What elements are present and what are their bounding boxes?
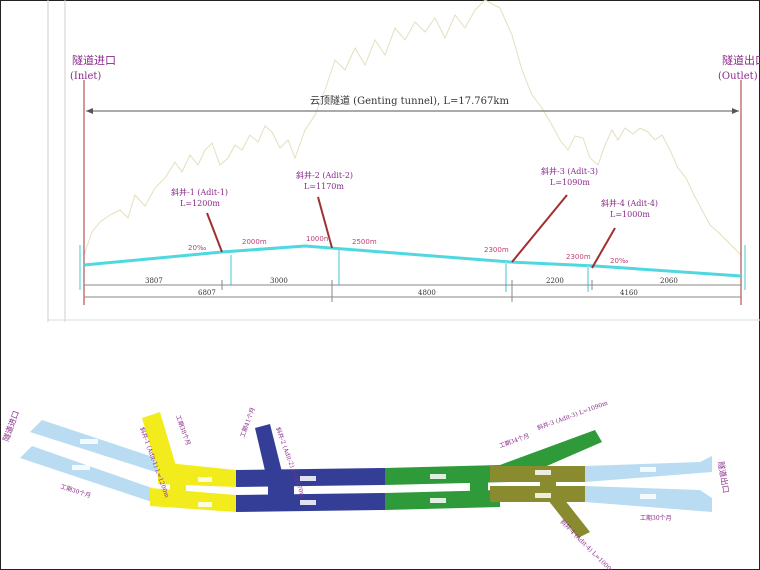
segment-marker	[535, 470, 551, 475]
dimension-value: 2060	[660, 277, 678, 285]
work-duration-label: 工期41个月	[238, 406, 256, 438]
slope-label: 1000m	[306, 235, 331, 243]
slope-label: 2500m	[352, 238, 377, 246]
arrow-left-icon	[86, 108, 93, 114]
green-cross-passage	[470, 478, 488, 500]
dimension-value: 2200	[546, 277, 564, 285]
adit-2-line	[317, 196, 333, 249]
ground-profile-line	[83, 0, 742, 256]
yellow-upper-bore	[158, 462, 236, 487]
segment-marker	[300, 476, 316, 481]
dimension-value: 4800	[418, 289, 436, 297]
work-duration-label: 工期38个月	[174, 414, 192, 446]
segment-marker	[430, 474, 446, 479]
adit-1-line	[206, 212, 223, 253]
dimension-value: 6807	[198, 289, 216, 297]
adit-4-name: 斜井-4 (Adit-4)	[601, 198, 658, 208]
adit-3-length: L=1090m	[550, 178, 590, 187]
dimension-value: 3000	[270, 277, 288, 285]
segment-marker	[640, 467, 656, 472]
work-duration-label: 工期34个月	[498, 432, 530, 450]
plan-section: 隧道进口 隧道出口 斜井-1 (Adit-1) L=1200m 斜井-2 (Ad…	[0, 399, 731, 570]
tunnel-profile-line	[83, 244, 742, 278]
plan-outlet-label: 隧道出口	[716, 461, 731, 494]
adit-1-plan	[142, 412, 176, 472]
segment-marker	[198, 502, 212, 507]
plan-adit-4-label: 斜井-4 (Adit-4) L=1000m	[559, 518, 618, 570]
green-upper-bore	[385, 430, 602, 485]
slope-label: 2300m	[566, 253, 591, 261]
adit-4-length: L=1000m	[610, 210, 650, 219]
adit-4-line	[591, 227, 616, 269]
segment-marker	[72, 465, 90, 470]
work-duration-label: 工期30个月	[59, 482, 92, 499]
slope-label: 20‰	[610, 257, 629, 265]
segment-marker	[640, 494, 656, 499]
segment-marker	[535, 493, 551, 498]
plan-adit-3-label: 斜井-3 (Adit-3) L=1090m	[536, 399, 609, 432]
inlet-label-cn: 隧道进口	[72, 53, 116, 67]
adit-1-length: L=1200m	[180, 199, 220, 208]
adit-1-name: 斜井-1 (Adit-1)	[171, 187, 228, 197]
yellow-cross-passage	[170, 470, 186, 500]
dimension-value: 3807	[145, 277, 163, 285]
tunnel-title: 云顶隧道 (Genting tunnel), L=17.767km	[310, 94, 509, 107]
segment-marker	[198, 477, 212, 482]
inlet-tunnel-lower	[20, 446, 152, 502]
segment-marker	[430, 498, 446, 503]
outlet-label-en: (Outlet)	[718, 71, 758, 82]
inlet-label-en: (Inlet)	[70, 71, 101, 82]
slope-label: 2300m	[484, 246, 509, 254]
navy-cross-passage	[268, 485, 294, 495]
olive-cross-passage	[540, 478, 556, 490]
plan-inlet-label: 隧道进口	[0, 409, 20, 442]
segment-markers	[72, 439, 656, 507]
adit-2-length: L=1170m	[304, 182, 344, 191]
slope-label: 20‰	[188, 244, 207, 252]
profile-section: 隧道进口 (Inlet) 隧道出口 (Outlet) 云顶隧道 (Genting…	[47, 0, 760, 322]
work-duration-label: 工期30个月	[640, 514, 672, 522]
dimension-value: 4160	[620, 289, 638, 297]
inlet-tunnel-upper	[30, 420, 168, 476]
adit-2-name: 斜井-2 (Adit-2)	[296, 170, 353, 180]
adit-2-plan	[255, 424, 282, 475]
outlet-label-cn: 隧道出口	[722, 53, 760, 67]
arrow-right-icon	[732, 108, 739, 114]
adit-4-plan	[548, 494, 590, 538]
adit-3-line	[511, 194, 568, 263]
segment-marker	[300, 500, 316, 505]
adit-3-name: 斜井-3 (Adit-3)	[541, 166, 598, 176]
segment-marker	[80, 439, 98, 444]
slope-label: 2000m	[242, 238, 267, 246]
